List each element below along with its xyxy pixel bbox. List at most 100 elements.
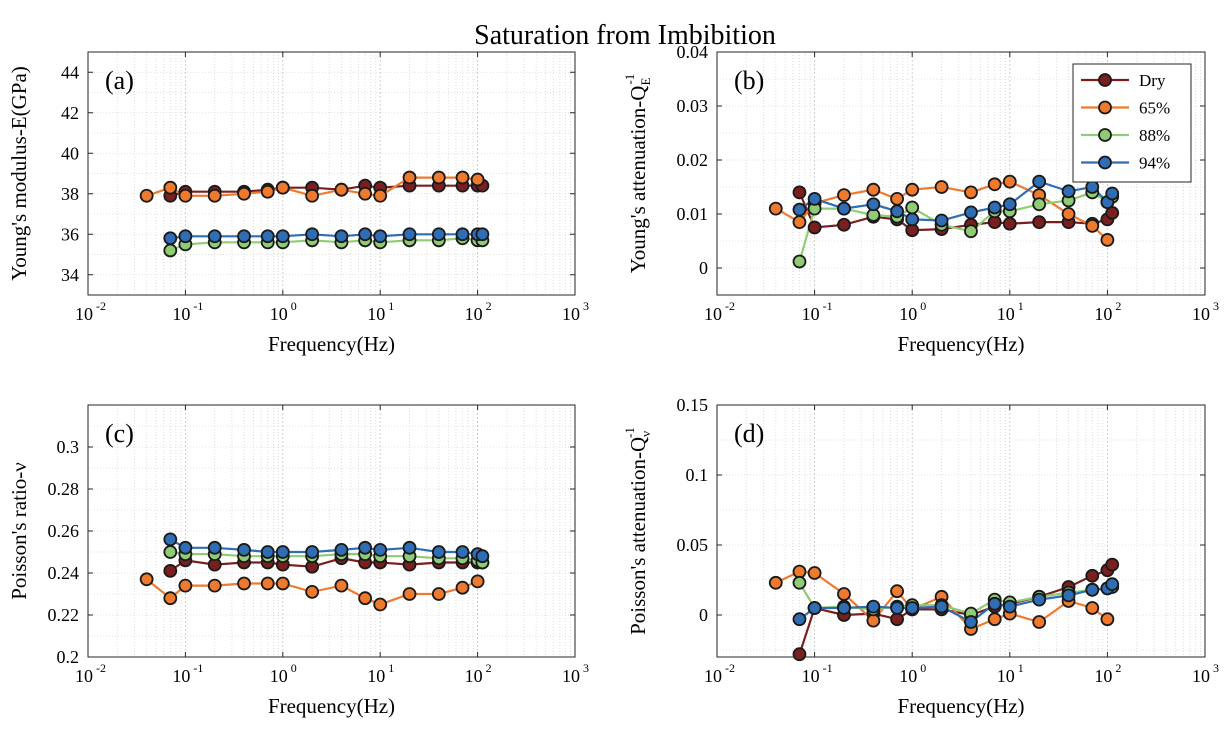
data-point bbox=[905, 212, 920, 227]
data-point bbox=[163, 532, 178, 547]
x-axis-label: Frequency(Hz) bbox=[897, 694, 1024, 718]
x-tick-label: 10 bbox=[997, 666, 1015, 686]
data-point bbox=[1032, 215, 1047, 230]
x-tick-label-exponent: 0 bbox=[920, 299, 926, 313]
data-point bbox=[455, 580, 470, 595]
x-tick-label: 10 bbox=[802, 666, 820, 686]
data-point bbox=[163, 591, 178, 606]
data-point bbox=[178, 540, 193, 555]
subplot-c: 0.20.220.240.260.280.310 -2 10 -1 10 0 10 1 10 2 1… bbox=[7, 404, 589, 718]
y-tick-label: 38 bbox=[61, 184, 79, 204]
y-axis-label-text: Poisson's attenuation-Q bbox=[626, 437, 650, 635]
data-point bbox=[792, 564, 807, 579]
data-point bbox=[964, 615, 978, 629]
legend-box bbox=[1072, 63, 1192, 183]
x-tick-label: 10 bbox=[562, 666, 580, 686]
data-point bbox=[1100, 612, 1115, 627]
data-point bbox=[163, 564, 178, 578]
data-point bbox=[237, 186, 251, 201]
data-point bbox=[402, 227, 417, 242]
y-tick-label: 0.15 bbox=[677, 395, 709, 415]
data-point bbox=[1085, 180, 1100, 194]
data-point bbox=[890, 204, 904, 219]
data-point bbox=[334, 543, 349, 557]
data-point bbox=[866, 197, 881, 212]
x-tick-label-exponent: 0 bbox=[920, 661, 926, 675]
series-markers-65% bbox=[768, 564, 1115, 636]
data-point bbox=[807, 220, 822, 235]
data-point bbox=[455, 227, 470, 242]
y-axis-label: Poisson's attenuation-Qν-1 bbox=[622, 427, 653, 635]
data-point bbox=[305, 545, 320, 559]
data-point bbox=[792, 185, 807, 200]
data-point bbox=[1105, 186, 1120, 201]
data-point bbox=[470, 172, 485, 187]
x-tick-label-exponent: 1 bbox=[388, 661, 394, 675]
x-tick-label: 10 bbox=[270, 304, 288, 324]
data-point bbox=[1061, 207, 1076, 221]
data-point bbox=[358, 186, 373, 201]
y-tick-label: 0.01 bbox=[677, 204, 709, 224]
data-point bbox=[402, 170, 417, 185]
y-axis-label-text: Young's modulus-E(GPa) bbox=[7, 66, 31, 281]
y-tick-label: 0.3 bbox=[57, 437, 80, 457]
data-point bbox=[890, 584, 904, 599]
data-point bbox=[890, 612, 904, 627]
x-tick-label-exponent: 0 bbox=[291, 661, 297, 675]
data-point bbox=[334, 578, 349, 593]
data-point bbox=[207, 540, 222, 555]
data-point bbox=[358, 591, 373, 606]
data-point bbox=[934, 180, 949, 194]
x-tick-label-exponent: 1 bbox=[388, 299, 394, 313]
x-tick-label-exponent: 2 bbox=[1115, 299, 1121, 313]
x-tick-label: 10 bbox=[465, 304, 483, 324]
data-point bbox=[837, 217, 851, 232]
x-tick-label: 10 bbox=[75, 666, 93, 686]
axes-frame bbox=[87, 51, 576, 296]
data-point bbox=[139, 572, 154, 587]
legend-entry: 65% bbox=[1081, 99, 1170, 118]
data-point bbox=[1032, 592, 1047, 607]
data-point bbox=[1105, 557, 1120, 572]
data-point bbox=[807, 601, 822, 615]
data-point bbox=[866, 613, 881, 628]
x-tick-label: 10 bbox=[75, 304, 93, 324]
data-point bbox=[178, 229, 193, 244]
x-axis-label: Frequency(Hz) bbox=[897, 332, 1024, 356]
data-point bbox=[964, 224, 978, 239]
x-tick-label: 10 bbox=[172, 304, 190, 324]
data-point bbox=[807, 191, 822, 206]
legend-label: 65% bbox=[1139, 99, 1170, 118]
data-point bbox=[1061, 588, 1076, 603]
data-point bbox=[139, 188, 154, 203]
data-point bbox=[987, 200, 1002, 215]
data-point bbox=[905, 601, 920, 615]
legend-marker bbox=[1098, 73, 1112, 87]
y-tick-label: 0.1 bbox=[686, 465, 709, 485]
x-tick-label: 10 bbox=[1094, 666, 1112, 686]
data-point bbox=[334, 182, 349, 197]
legend-marker bbox=[1098, 155, 1112, 170]
x-tick-label-exponent: 2 bbox=[486, 299, 492, 313]
y-axis-label-superscript: -1 bbox=[622, 74, 637, 85]
legend-entry: 94% bbox=[1081, 154, 1170, 173]
data-point bbox=[1032, 174, 1047, 189]
data-point bbox=[163, 545, 178, 559]
data-point bbox=[373, 188, 388, 203]
x-tick-label-exponent: 1 bbox=[1018, 299, 1024, 313]
data-point bbox=[402, 587, 417, 601]
data-point bbox=[455, 170, 470, 185]
data-point bbox=[1100, 233, 1115, 247]
legend-label: 88% bbox=[1139, 126, 1170, 145]
y-tick-label: 0.26 bbox=[48, 521, 80, 541]
data-point bbox=[837, 188, 851, 203]
axes-frame bbox=[716, 51, 1206, 296]
x-tick-label: 10 bbox=[704, 304, 722, 324]
series-markers-94% bbox=[792, 577, 1120, 629]
figure-title: Saturation from Imbibition bbox=[474, 20, 776, 51]
legend-entry: 88% bbox=[1081, 126, 1170, 145]
panel-label: (b) bbox=[734, 66, 764, 95]
data-point bbox=[402, 540, 417, 555]
legend-entry: Dry bbox=[1081, 71, 1166, 90]
